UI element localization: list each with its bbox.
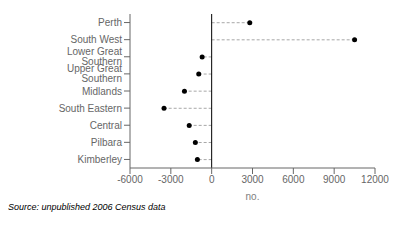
svg-text:-6000: -6000 (117, 174, 143, 185)
svg-text:-3000: -3000 (158, 174, 184, 185)
svg-text:South West: South West (70, 34, 122, 45)
svg-text:0: 0 (209, 174, 215, 185)
svg-text:South Eastern: South Eastern (59, 103, 122, 114)
svg-text:9000: 9000 (323, 174, 346, 185)
svg-text:Perth: Perth (98, 17, 122, 28)
svg-text:12000: 12000 (361, 174, 389, 185)
svg-text:no.: no. (246, 191, 260, 200)
svg-text:6000: 6000 (282, 174, 305, 185)
svg-text:Kimberley: Kimberley (78, 154, 122, 165)
svg-text:3000: 3000 (241, 174, 264, 185)
svg-text:Midlands: Midlands (82, 86, 122, 97)
svg-text:Upper GreatSouthern: Upper GreatSouthern (67, 63, 122, 84)
svg-text:Central: Central (90, 120, 122, 131)
svg-text:Pilbara: Pilbara (91, 137, 123, 148)
